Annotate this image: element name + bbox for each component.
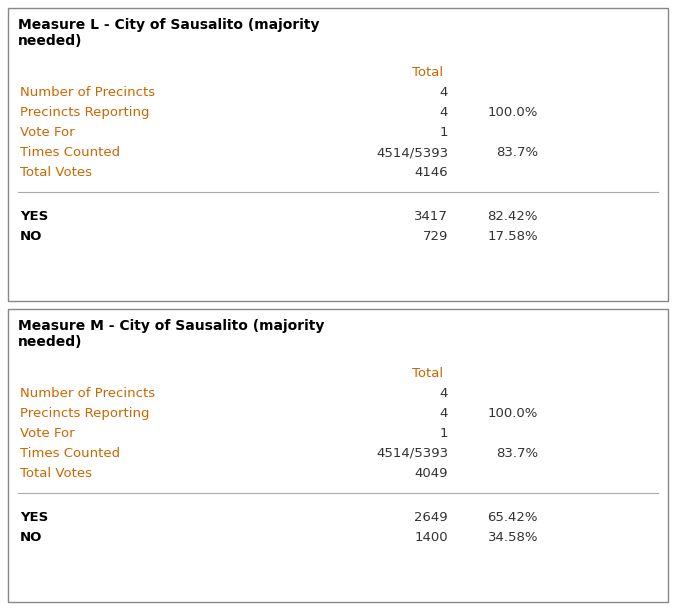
Text: 1: 1 [439, 126, 448, 139]
Text: NO: NO [20, 230, 43, 243]
Text: YES: YES [20, 511, 48, 524]
Text: Vote For: Vote For [20, 427, 74, 440]
Text: 4146: 4146 [414, 166, 448, 179]
Text: 4: 4 [439, 86, 448, 99]
Text: Number of Precincts: Number of Precincts [20, 86, 155, 99]
Text: Vote For: Vote For [20, 126, 74, 139]
Text: 4: 4 [439, 106, 448, 119]
Bar [8, 8, 668, 301]
Text: YES: YES [20, 210, 48, 223]
Text: 1: 1 [439, 427, 448, 440]
Text: Total Votes: Total Votes [20, 467, 92, 480]
Text: Total Votes: Total Votes [20, 166, 92, 179]
Text: 3417: 3417 [414, 210, 448, 223]
Text: Times Counted: Times Counted [20, 447, 120, 460]
Bar [8, 309, 668, 602]
Text: 729: 729 [422, 230, 448, 243]
Text: Measure M - City of Sausalito (majority
needed): Measure M - City of Sausalito (majority … [18, 319, 324, 349]
Text: 34.58%: 34.58% [487, 531, 538, 544]
Text: 4514/5393: 4514/5393 [376, 146, 448, 159]
Text: 83.7%: 83.7% [496, 146, 538, 159]
Text: 1400: 1400 [414, 531, 448, 544]
Text: 17.58%: 17.58% [487, 230, 538, 243]
Text: Precincts Reporting: Precincts Reporting [20, 407, 149, 420]
Text: 4049: 4049 [414, 467, 448, 480]
Text: Total: Total [412, 367, 443, 380]
Text: 83.7%: 83.7% [496, 447, 538, 460]
Text: Measure L - City of Sausalito (majority
needed): Measure L - City of Sausalito (majority … [18, 18, 320, 48]
Text: NO: NO [20, 531, 43, 544]
Text: Times Counted: Times Counted [20, 146, 120, 159]
Text: 4514/5393: 4514/5393 [376, 447, 448, 460]
Text: 4: 4 [439, 407, 448, 420]
Text: Precincts Reporting: Precincts Reporting [20, 106, 149, 119]
Text: 2649: 2649 [414, 511, 448, 524]
Text: 82.42%: 82.42% [487, 210, 538, 223]
Text: 4: 4 [439, 387, 448, 400]
Text: 65.42%: 65.42% [487, 511, 538, 524]
Text: 100.0%: 100.0% [487, 407, 538, 420]
Text: 100.0%: 100.0% [487, 106, 538, 119]
Text: Number of Precincts: Number of Precincts [20, 387, 155, 400]
Text: Total: Total [412, 66, 443, 79]
